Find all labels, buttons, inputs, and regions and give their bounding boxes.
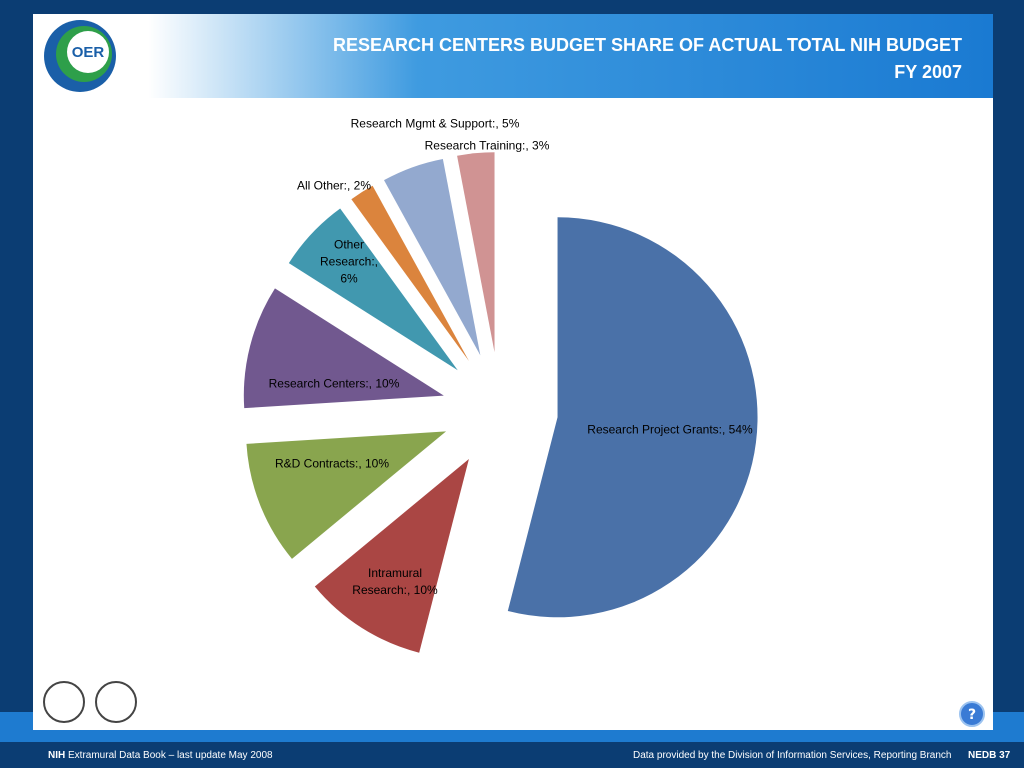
pie-slice	[457, 152, 495, 353]
footer-left: NIH Extramural Data Book – last update M…	[48, 750, 273, 761]
data-label: Intramural Research:, 10%	[352, 566, 438, 597]
data-label: Research Mgmt & Support:, 5%	[350, 116, 520, 131]
footer-source: Data provided by the Division of Informa…	[633, 750, 952, 761]
pie-slice	[288, 208, 458, 371]
chart-subtitle: FY 2007	[894, 62, 962, 82]
pie-slice	[314, 458, 469, 653]
data-label: Research Project Grants:, 54%	[587, 422, 753, 437]
logo-text: OER	[72, 44, 105, 61]
footer-text: Extramural Data Book – last update May 2…	[68, 750, 273, 761]
page-number: NEDB 37	[968, 750, 1011, 761]
logo-core	[67, 31, 109, 73]
data-label: All Other:, 2%	[296, 178, 372, 193]
chart-title-block: RESEARCH CENTERS BUDGET SHARE OF ACTUAL …	[333, 32, 962, 86]
data-label: Research Centers:, 10%	[268, 376, 400, 391]
data-label: Research Training:, 3%	[424, 138, 550, 153]
chart-title: RESEARCH CENTERS BUDGET SHARE OF ACTUAL …	[332, 35, 962, 55]
pie-slice	[246, 431, 447, 559]
header-band	[33, 14, 993, 98]
help-button[interactable]	[959, 701, 985, 727]
pie-slice	[507, 217, 758, 618]
nih-seal	[95, 681, 137, 723]
footer-brand: NIH	[48, 750, 66, 761]
pie-slice	[243, 288, 444, 409]
data-label: R&D Contracts:, 10%	[274, 456, 390, 471]
data-label: Other Research:, 6%	[319, 237, 379, 286]
help-icon[interactable]: ?	[968, 707, 976, 723]
pie-slice	[384, 158, 481, 356]
pie-slice	[351, 185, 469, 362]
hhs-seal	[43, 681, 85, 723]
